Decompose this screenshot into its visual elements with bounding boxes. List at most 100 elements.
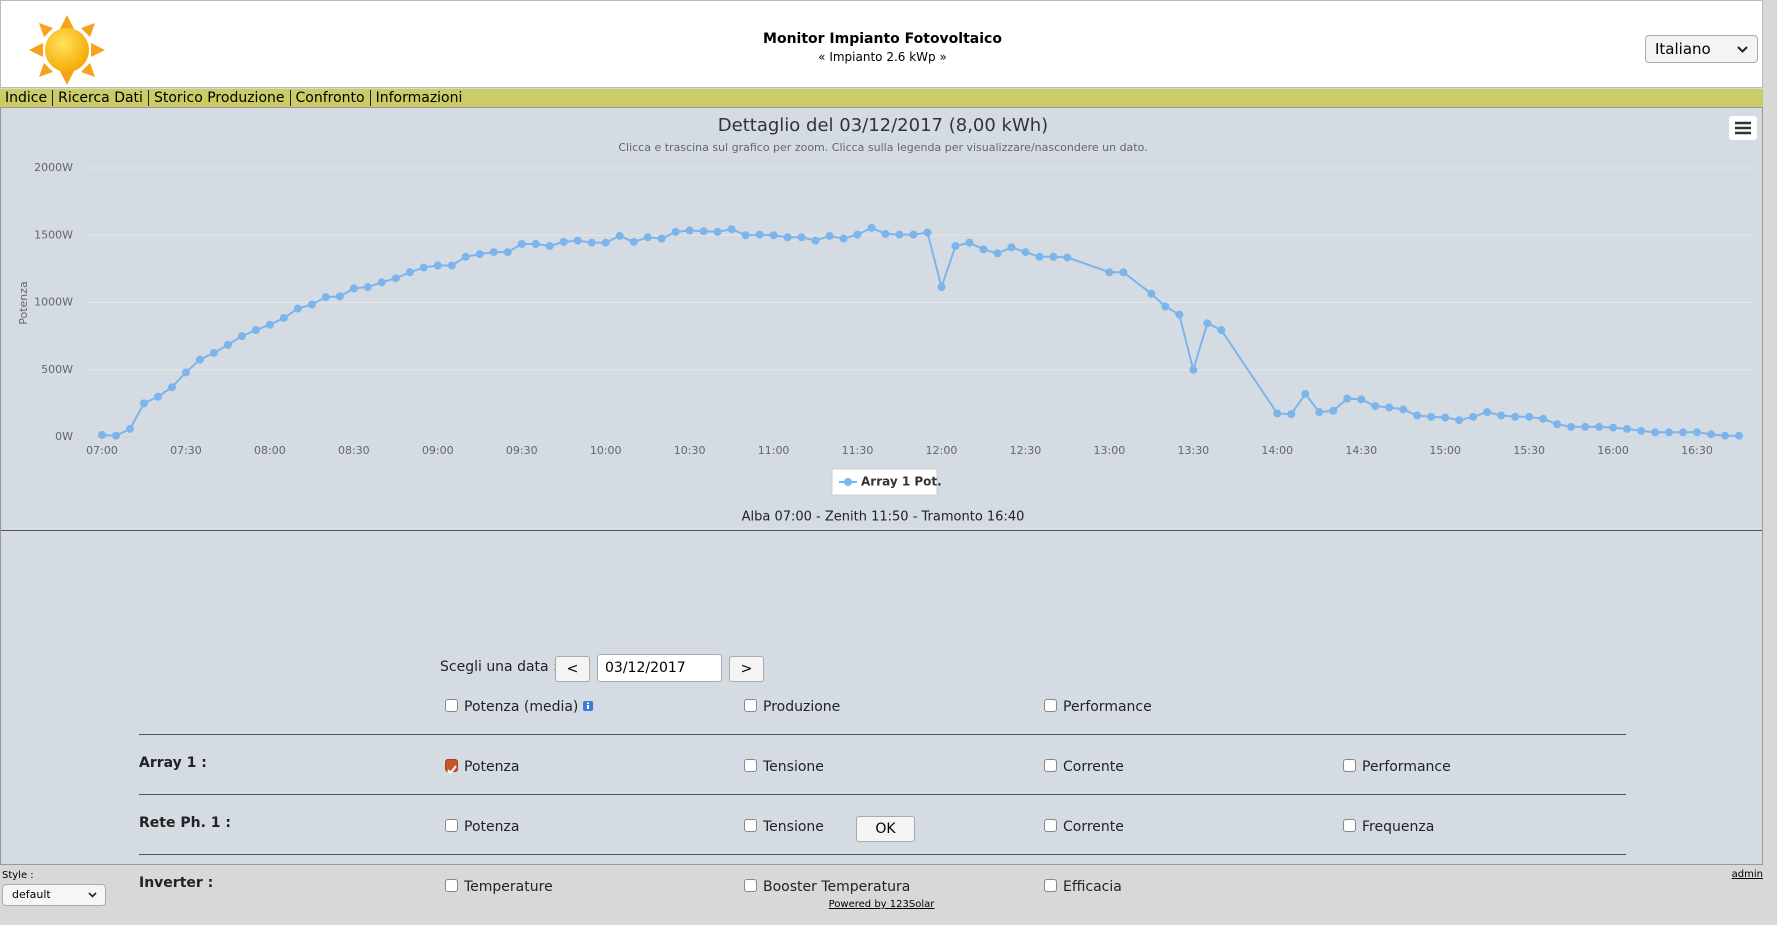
data-point — [1595, 422, 1604, 431]
checkbox-label[interactable]: Tensione — [763, 759, 824, 775]
checkbox-label[interactable]: Performance — [1362, 759, 1451, 775]
checkbox[interactable] — [1343, 759, 1356, 772]
x-tick-label: 10:30 — [674, 444, 706, 457]
checkbox[interactable] — [1044, 819, 1057, 832]
data-point — [965, 238, 974, 247]
data-point — [1315, 408, 1324, 417]
menu-item[interactable]: Confronto — [289, 90, 370, 106]
data-point — [531, 239, 540, 248]
data-point — [1581, 422, 1590, 431]
data-point — [1525, 412, 1534, 421]
checkbox[interactable] — [445, 759, 458, 775]
data-point — [1469, 412, 1478, 421]
data-point — [433, 261, 442, 270]
x-tick-label: 09:30 — [506, 444, 538, 457]
data-point — [727, 225, 736, 234]
checkbox[interactable] — [744, 759, 757, 772]
prev-button[interactable]: < — [555, 656, 590, 682]
checkbox[interactable] — [1044, 699, 1057, 712]
style-select[interactable]: default — [2, 884, 106, 906]
data-point — [1049, 252, 1058, 261]
data-point — [643, 233, 652, 242]
powered-link[interactable]: Powered by 123Solar — [828, 899, 935, 910]
data-point — [1035, 252, 1044, 261]
data-point — [265, 320, 274, 329]
date-input[interactable]: 03/12/2017 — [597, 654, 722, 682]
data-point — [1203, 319, 1212, 328]
data-point — [671, 227, 680, 236]
menu: Indice Ricerca Dati Storico Produzione Conf… — [0, 89, 1763, 108]
checkbox-label[interactable]: Efficacia — [1063, 879, 1122, 895]
language-value: Italiano — [1655, 40, 1711, 58]
menu-item[interactable]: Ricerca Dati — [52, 90, 148, 106]
data-point — [853, 230, 862, 239]
checkbox-label[interactable]: Frequenza — [1362, 819, 1435, 835]
data-point — [1553, 420, 1562, 429]
checkbox-label[interactable]: Potenza (media) — [464, 699, 594, 715]
checkbox-label[interactable]: Tensione — [763, 819, 824, 835]
data-point — [1623, 424, 1632, 433]
data-point — [909, 230, 918, 239]
checkbox-label[interactable]: Corrente — [1063, 759, 1124, 775]
checkbox-label[interactable]: Corrente — [1063, 819, 1124, 835]
checkbox-label[interactable]: Potenza — [464, 819, 520, 835]
data-point — [1413, 411, 1422, 420]
menu-button[interactable] — [1729, 116, 1757, 140]
x-tick-label: 12:00 — [926, 444, 958, 457]
checkbox[interactable] — [744, 819, 757, 832]
row-label: Rete Ph. 1 : — [139, 815, 231, 831]
data-point — [1665, 428, 1674, 437]
data-point — [993, 249, 1002, 258]
checkbox-label[interactable]: Temperature — [464, 879, 553, 895]
data-point — [405, 268, 414, 277]
data-point — [1063, 253, 1072, 262]
data-point — [699, 227, 708, 236]
data-point — [307, 300, 316, 309]
y-axis-title: Potenza — [17, 281, 30, 325]
language-select[interactable]: Italiano — [1645, 35, 1758, 63]
legend-box[interactable] — [831, 468, 938, 496]
data-point — [279, 313, 288, 322]
menu-item[interactable]: Storico Produzione — [147, 90, 290, 106]
date-label: Scegli una data : — [440, 659, 558, 675]
legend-label[interactable]: Array 1 Pot. — [861, 475, 942, 489]
data-point — [153, 392, 162, 401]
data-point — [167, 383, 176, 392]
data-point — [181, 368, 190, 377]
data-point — [461, 252, 470, 261]
checkbox[interactable] — [445, 699, 458, 712]
checkbox-label[interactable]: Potenza — [464, 759, 520, 775]
next-button[interactable]: > — [729, 656, 764, 682]
data-point — [1287, 410, 1296, 419]
data-point — [1609, 423, 1618, 432]
data-point — [573, 236, 582, 245]
style-value: default — [12, 888, 51, 901]
checkbox-label[interactable]: Booster Temperatura — [763, 879, 911, 895]
ok-button[interactable]: OK — [856, 816, 915, 842]
info-icon[interactable] — [583, 701, 594, 711]
checkbox[interactable] — [1343, 819, 1356, 832]
checkbox-label[interactable]: Produzione — [763, 699, 841, 715]
checkbox-label[interactable]: Performance — [1063, 699, 1152, 715]
x-tick-label: 11:00 — [758, 444, 790, 457]
data-point — [489, 248, 498, 257]
data-point — [1371, 402, 1380, 411]
data-point — [951, 242, 960, 251]
checkbox[interactable] — [445, 819, 458, 832]
x-tick-label: 08:30 — [338, 444, 370, 457]
checkbox[interactable] — [744, 879, 757, 892]
data-point — [475, 250, 484, 259]
data-point — [377, 278, 386, 287]
menu-item[interactable]: Informazioni — [369, 90, 468, 106]
checkbox[interactable] — [1044, 759, 1057, 772]
data-point — [1273, 409, 1282, 418]
chart: Dettaglio del 03/12/2017 (8,00 kWh) Clic… — [17, 115, 1757, 525]
legend-symbol — [844, 478, 852, 486]
checkbox[interactable] — [744, 699, 757, 712]
admin-link[interactable]: admin — [1731, 869, 1763, 880]
checkbox[interactable] — [445, 879, 458, 892]
checkbox[interactable] — [1044, 879, 1057, 892]
menu-item[interactable]: Indice — [5, 90, 48, 106]
data-point — [1693, 428, 1702, 437]
